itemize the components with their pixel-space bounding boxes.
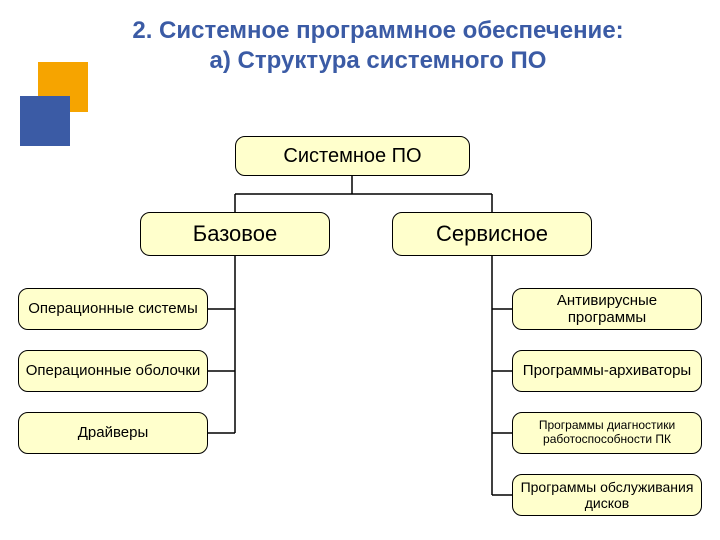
node-l1-label: Операционные системы — [28, 300, 198, 317]
node-r2-label: Программы-архиваторы — [523, 362, 691, 379]
node-r4: Программы обслуживания дисков — [512, 474, 702, 516]
node-r2: Программы-архиваторы — [512, 350, 702, 392]
node-r4-label: Программы обслуживания дисков — [519, 479, 695, 511]
node-r3: Программы диагностики работоспособности … — [512, 412, 702, 454]
node-l3: Драйверы — [18, 412, 208, 454]
node-root: Системное ПО — [235, 136, 470, 176]
node-service-label: Сервисное — [436, 221, 548, 246]
accent-block-blue — [20, 96, 70, 146]
node-r1: Антивирусные программы — [512, 288, 702, 330]
node-base-label: Базовое — [193, 221, 277, 246]
slide-title: 2. Системное программное обеспечение:а) … — [118, 16, 638, 76]
node-base: Базовое — [140, 212, 330, 256]
node-l1: Операционные системы — [18, 288, 208, 330]
node-root-label: Системное ПО — [283, 145, 421, 168]
node-r3-label: Программы диагностики работоспособности … — [519, 419, 695, 447]
node-l3-label: Драйверы — [78, 424, 149, 441]
node-service: Сервисное — [392, 212, 592, 256]
node-l2-label: Операционные оболочки — [26, 362, 201, 379]
connector-lines — [0, 0, 720, 540]
node-r1-label: Антивирусные программы — [519, 292, 695, 327]
node-l2: Операционные оболочки — [18, 350, 208, 392]
